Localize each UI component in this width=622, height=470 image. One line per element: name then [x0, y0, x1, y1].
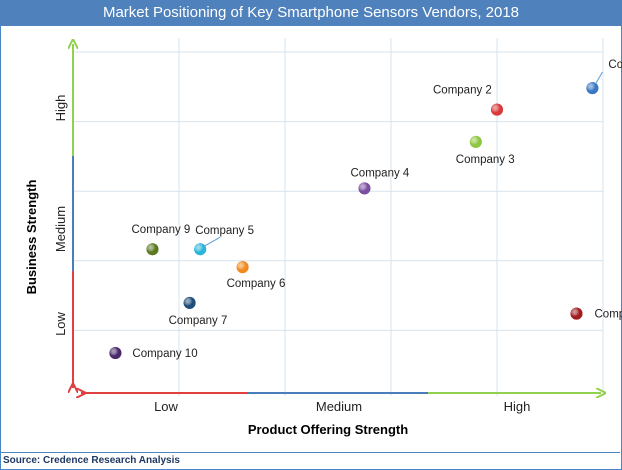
label-leader-line — [203, 236, 221, 247]
point-label: Company 5 — [195, 225, 254, 237]
point-highlight — [491, 103, 503, 116]
x-axis-title: Product Offering Strength — [248, 422, 408, 437]
label-leader-line — [594, 71, 603, 85]
point-highlight — [194, 243, 207, 256]
data-point: Company 7 — [169, 296, 228, 327]
point-label: Company 4 — [351, 167, 410, 179]
point-label: Company 3 — [456, 154, 515, 166]
point-label: Company 2 — [433, 85, 492, 97]
chart-title: Market Positioning of Key Smartphone Sen… — [0, 0, 622, 26]
point-highlight — [570, 307, 583, 320]
point-highlight — [358, 182, 371, 195]
point-label: Company 8 — [595, 309, 622, 321]
data-point: Company 3 — [456, 135, 515, 166]
data-point: Company 1 — [586, 59, 622, 95]
point-highlight — [183, 296, 196, 309]
y-tick-label: Low — [53, 311, 68, 335]
data-point: Company 8 — [570, 307, 622, 321]
point-label: Company 1 — [608, 59, 622, 71]
x-tick-label: Low — [154, 399, 178, 414]
point-highlight — [109, 347, 122, 360]
point-label: Company 6 — [227, 278, 286, 290]
data-point: Company 5 — [194, 225, 254, 256]
x-tick-label: Medium — [316, 399, 362, 414]
x-tick-label: High — [504, 399, 531, 414]
point-highlight — [236, 261, 249, 274]
data-point: Company 6 — [227, 261, 286, 290]
point-highlight — [586, 82, 599, 95]
axes — [73, 44, 601, 393]
point-label: Company 9 — [132, 224, 191, 236]
point-label: Company 7 — [169, 315, 228, 327]
y-axis-title: Business Strength — [24, 180, 39, 295]
point-label: Company 10 — [132, 348, 197, 360]
y-tick-label: Medium — [53, 206, 68, 252]
data-point: Company 10 — [109, 347, 198, 360]
point-highlight — [146, 243, 159, 256]
data-point: Company 2 — [433, 85, 503, 116]
data-points: Company 1 Company 2 Company 3 Company 4 Comp… — [109, 59, 622, 360]
point-highlight — [469, 135, 482, 148]
y-tick-label: High — [53, 95, 68, 122]
data-point: Company 4 — [351, 167, 410, 195]
tick-labels: Low Medium High Low Medium High — [53, 95, 530, 414]
data-point: Company 9 — [132, 224, 191, 256]
source-note: Source: Credence Research Analysis — [0, 452, 620, 468]
gridlines — [73, 38, 604, 396]
